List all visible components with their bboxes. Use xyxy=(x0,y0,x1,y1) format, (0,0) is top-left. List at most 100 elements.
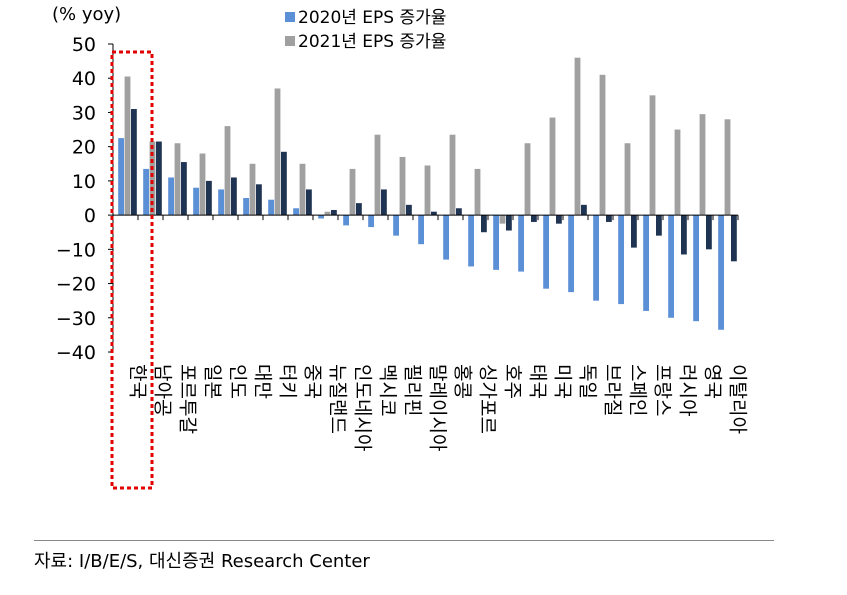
bar-series3-17 xyxy=(556,215,562,224)
y-unit-label: (% yoy) xyxy=(52,4,121,25)
source-divider xyxy=(34,540,774,541)
category-label: 일본 xyxy=(202,364,224,399)
category-label: 싱가포르 xyxy=(477,364,499,434)
bar-series1-7 xyxy=(293,208,299,216)
bar-series3-10 xyxy=(381,189,387,216)
bar-series2-6 xyxy=(274,88,281,216)
x-axis xyxy=(112,214,739,221)
legend-label: 2021년 EPS 증가율 xyxy=(298,32,446,52)
bar-series1-13 xyxy=(443,215,449,260)
bar-series1-23 xyxy=(693,215,699,322)
category-label: 터키 xyxy=(277,364,299,399)
y-tick-label: 0 xyxy=(84,205,96,227)
category-label: 대만 xyxy=(252,364,274,399)
category-label: 멕시코 xyxy=(377,364,399,416)
bar-series2-7 xyxy=(299,163,306,216)
bar-series3-20 xyxy=(631,215,637,248)
bar-series2-19 xyxy=(599,74,606,216)
bar-series3-15 xyxy=(506,215,512,231)
bars xyxy=(118,57,737,330)
y-tick-label: −40 xyxy=(56,342,96,364)
bar-series2-1 xyxy=(149,141,156,216)
bar-series2-21 xyxy=(649,95,656,216)
bar-series1-11 xyxy=(393,215,399,236)
category-label: 영국 xyxy=(702,364,724,399)
bar-series1-18 xyxy=(568,215,574,293)
bar-series3-21 xyxy=(656,215,662,236)
category-label: 필리핀 xyxy=(402,364,424,416)
bar-series2-11 xyxy=(399,156,406,216)
bar-series2-13 xyxy=(449,134,456,216)
bar-series2-24 xyxy=(724,119,731,216)
y-tick-label: 20 xyxy=(72,137,96,159)
bar-series3-14 xyxy=(481,215,487,233)
bar-series1-5 xyxy=(243,198,249,216)
bar-series1-15 xyxy=(493,215,499,270)
legend-swatch xyxy=(285,12,295,22)
bar-series1-21 xyxy=(643,215,649,311)
bar-series3-0 xyxy=(131,109,137,216)
category-label: 인도 xyxy=(227,364,249,399)
bar-series3-1 xyxy=(156,141,162,216)
bar-series2-17 xyxy=(549,117,556,216)
bar-series3-9 xyxy=(356,203,362,216)
bar-series3-22 xyxy=(681,215,687,255)
bar-series1-24 xyxy=(718,215,724,330)
bar-series1-4 xyxy=(218,189,224,216)
category-label: 남아공 xyxy=(152,364,174,416)
bar-series2-4 xyxy=(224,126,231,216)
bar-series3-12 xyxy=(431,211,437,216)
category-labels: 한국 남아공 포르투갈 일본 인도 대만 터키 중국 뉴질랜드 인도네시아 멕시코 필리핀 말레이시아 홍… xyxy=(127,364,749,451)
bar-series2-18 xyxy=(574,57,581,216)
bar-series3-2 xyxy=(181,162,187,216)
bar-series1-19 xyxy=(593,215,599,301)
bar-series3-5 xyxy=(256,184,262,216)
bar-series1-0 xyxy=(118,138,124,216)
y-axis: 50 40 30 20 10 0 −10 −20 −30 −40 xyxy=(56,34,114,364)
category-label: 미국 xyxy=(552,364,574,399)
source-note: 자료: I/B/E/S, 대신증권 Research Center xyxy=(34,551,370,572)
category-label: 홍콩 xyxy=(452,364,474,399)
category-label: 브라질 xyxy=(602,364,624,416)
bar-series2-14 xyxy=(474,168,481,216)
bar-series2-20 xyxy=(624,143,631,216)
y-tick-label: −20 xyxy=(56,274,96,296)
category-label: 인도네시아 xyxy=(352,364,374,451)
category-label: 스페인 xyxy=(627,364,649,416)
bar-series3-3 xyxy=(206,180,212,216)
category-label: 한국 xyxy=(127,364,149,399)
bar-series2-10 xyxy=(374,134,381,216)
bar-series2-22 xyxy=(674,129,681,216)
bar-series3-23 xyxy=(706,215,712,250)
y-tick-label: 30 xyxy=(72,102,96,124)
bar-series1-6 xyxy=(268,199,274,216)
bar-series2-3 xyxy=(199,153,206,216)
category-label: 프랑스 xyxy=(652,364,674,416)
bar-series3-18 xyxy=(581,204,587,216)
bar-series2-16 xyxy=(524,143,531,216)
bar-series2-5 xyxy=(249,163,256,216)
bar-series2-8 xyxy=(324,211,331,216)
y-tick-label: 50 xyxy=(72,34,96,56)
category-label: 태국 xyxy=(527,364,549,399)
bar-series1-9 xyxy=(343,215,349,226)
legend: 2020년 EPS 증가율 2021년 EPS 증가율 xyxy=(285,8,446,52)
bar-series1-1 xyxy=(143,168,149,216)
bar-series2-12 xyxy=(424,165,431,216)
legend-label: 2020년 EPS 증가율 xyxy=(298,8,446,28)
bar-series3-11 xyxy=(406,204,412,216)
bar-series1-10 xyxy=(368,215,374,228)
bar-series3-6 xyxy=(281,151,287,216)
y-tick-label: 10 xyxy=(72,171,96,193)
bar-series1-17 xyxy=(543,215,549,289)
bar-series2-2 xyxy=(174,143,181,216)
category-label: 이탈리아 xyxy=(727,364,749,434)
bar-series3-19 xyxy=(606,215,612,222)
bar-series1-3 xyxy=(193,187,199,216)
bar-series1-22 xyxy=(668,215,674,318)
y-tick-label: −10 xyxy=(56,239,96,261)
category-label: 중국 xyxy=(302,364,324,399)
bar-series2-0 xyxy=(124,76,131,216)
bar-series2-9 xyxy=(349,168,356,216)
